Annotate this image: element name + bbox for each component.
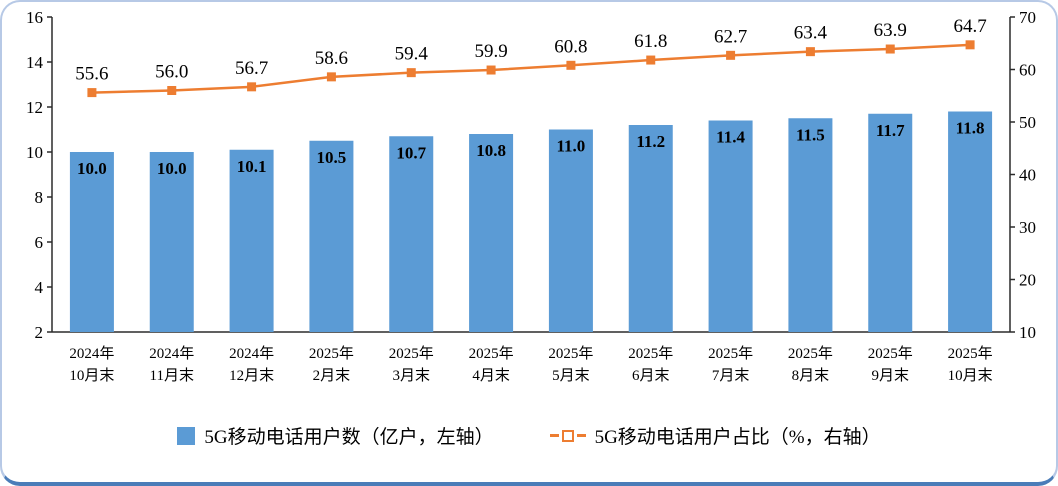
line-marker [726, 50, 736, 60]
x-axis-label: 2025年 9月末 [868, 345, 913, 384]
bar-value-label: 10.1 [237, 157, 267, 176]
x-axis-label: 2025年 3月末 [389, 345, 434, 384]
right-tick-label: 70 [1019, 8, 1036, 27]
x-axis-label: 2024年 11月末 [149, 345, 194, 384]
x-axis-label: 2024年 12月末 [229, 345, 274, 384]
left-tick-label: 10 [26, 143, 43, 162]
bar-value-label: 11.7 [876, 121, 905, 140]
right-tick-label: 40 [1019, 166, 1036, 185]
bar-value-label: 10.8 [476, 141, 506, 160]
bar [948, 111, 993, 332]
line-marker [247, 82, 257, 92]
line-marker [87, 88, 97, 98]
bar-value-label: 11.2 [636, 132, 665, 151]
bar-value-label: 11.5 [796, 125, 825, 144]
x-axis-label: 2025年 6月末 [628, 345, 673, 384]
right-tick-label: 20 [1019, 271, 1036, 290]
right-tick-label: 30 [1019, 218, 1036, 237]
line-marker [167, 86, 177, 95]
line-value-label: 55.6 [75, 64, 108, 85]
x-axis-label: 2025年 2月末 [309, 345, 354, 384]
x-axis-label: 2025年 7月末 [708, 345, 753, 384]
dash-icon [576, 434, 586, 437]
legend-item-line: 5G移动电话用户占比（%，右轴） [549, 422, 881, 449]
bar [788, 118, 833, 332]
left-tick-label: 8 [35, 188, 44, 207]
right-tick-label: 10 [1019, 323, 1036, 342]
bar-value-label: 10.5 [317, 148, 347, 167]
bar [868, 113, 913, 332]
bar-value-label: 10.7 [396, 143, 426, 162]
line-value-label: 63.9 [874, 20, 907, 41]
bar-value-label: 11.8 [956, 119, 985, 138]
legend-item-bars: 5G移动电话用户数（亿户，左轴） [177, 422, 494, 449]
line-marker [326, 72, 336, 82]
bar [309, 140, 354, 332]
line-marker [566, 60, 576, 70]
left-tick-label: 16 [26, 8, 43, 27]
bar [389, 136, 434, 332]
legend: 5G移动电话用户数（亿户，左轴） 5G移动电话用户占比（%，右轴） [2, 422, 1056, 449]
line-value-label: 61.8 [634, 31, 667, 52]
bar-series-swatch-icon [177, 426, 196, 445]
line-value-label: 59.4 [395, 44, 429, 65]
line-series [91, 43, 971, 94]
line-value-label: 60.8 [554, 36, 587, 57]
line-value-label: 58.6 [315, 48, 348, 69]
line-value-label: 64.7 [953, 16, 986, 37]
x-axis-label: 2024年 10月末 [69, 345, 114, 384]
left-tick-label: 4 [35, 278, 44, 297]
line-value-label: 62.7 [714, 26, 747, 47]
x-axis-label: 2025年 10月末 [948, 345, 993, 384]
line-value-label: 63.4 [794, 23, 828, 44]
bar [628, 125, 673, 332]
dash-icon [549, 434, 559, 437]
x-axis-label: 2025年 4月末 [469, 345, 514, 384]
line-marker [805, 47, 815, 57]
bar [149, 152, 194, 332]
left-tick-label: 6 [35, 233, 44, 252]
left-tick-label: 12 [26, 98, 43, 117]
bar [469, 134, 514, 332]
bar [229, 149, 274, 332]
right-tick-label: 60 [1019, 61, 1036, 80]
right-tick-label: 50 [1019, 113, 1036, 132]
x-axis-label: 2025年 8月末 [788, 345, 833, 384]
line-value-label: 56.7 [235, 58, 268, 79]
bar [69, 152, 114, 332]
line-marker [965, 40, 975, 50]
line-series-swatch-icon [549, 429, 586, 442]
bar [548, 129, 593, 332]
line-legend-label: 5G移动电话用户占比（%，右轴） [594, 427, 881, 448]
bar-value-label: 11.0 [557, 137, 586, 156]
bar [708, 120, 753, 332]
bar-value-label: 11.4 [716, 128, 745, 147]
bar-value-label: 10.0 [77, 159, 107, 178]
line-value-label: 59.9 [474, 41, 507, 62]
line-marker [646, 55, 656, 65]
left-tick-label: 14 [26, 53, 44, 72]
bar-value-label: 10.0 [157, 159, 187, 178]
line-marker [885, 44, 895, 54]
bar-legend-label: 5G移动电话用户数（亿户，左轴） [204, 427, 494, 448]
square-marker-icon [561, 429, 574, 442]
left-tick-label: 2 [35, 323, 44, 342]
x-axis-label: 2025年 5月末 [548, 345, 593, 384]
line-marker [406, 68, 416, 78]
line-value-label: 56.0 [155, 62, 188, 83]
line-marker [486, 65, 496, 75]
combo-chart: 2 4 6 8 10 12 14 16 10 20 30 40 50 60 70 10.0 10.0 10.1 10… [26, 8, 1036, 384]
